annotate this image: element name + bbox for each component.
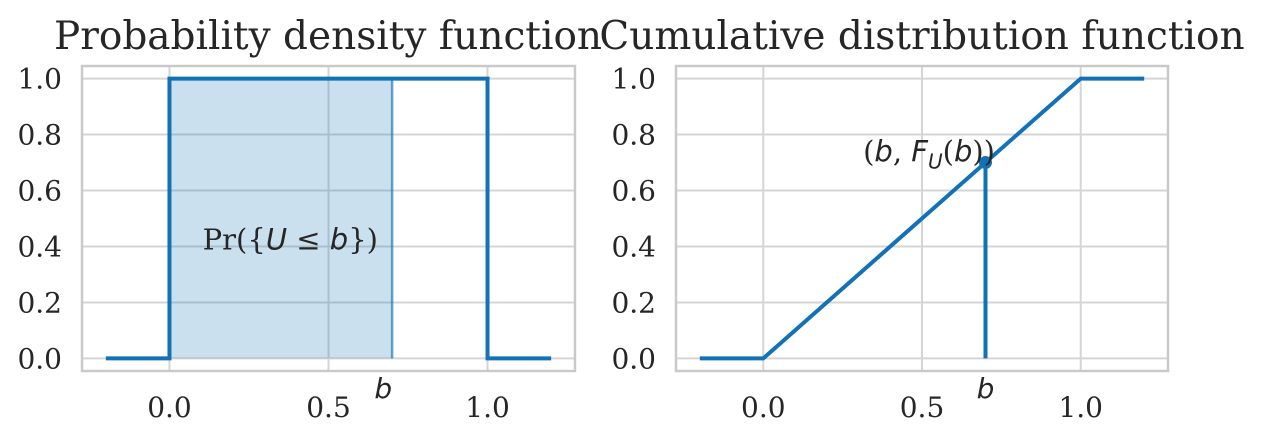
x-tick-label: 0.5 <box>900 391 945 424</box>
x-tick-label: 0.5 <box>306 391 351 424</box>
annotation-segment: ( <box>943 134 954 168</box>
axes-spines <box>674 64 1170 373</box>
annotation-segment: U <box>266 222 287 256</box>
x-tick-label: 0.0 <box>147 391 192 424</box>
y-tick-label: 0.8 <box>17 119 62 152</box>
annotation-segment: b <box>954 134 972 168</box>
cdf-plot: 0.0 0.5 1.00.00.20.40.60.81.0(b, FU(b))b <box>611 63 1170 424</box>
b-label: b <box>374 372 392 405</box>
annotation-segment: b <box>874 134 892 168</box>
cdf-line <box>699 76 1145 361</box>
annotation-segment: )) <box>972 134 995 168</box>
y-tick-label: 1.0 <box>17 63 62 96</box>
x-tick-label: 1.0 <box>1058 391 1103 424</box>
x-tick-label: 0.0 <box>741 391 786 424</box>
axes-spines <box>80 64 577 373</box>
y-tick-label: 0.8 <box>611 119 656 152</box>
y-tick-label: 0.2 <box>17 286 62 319</box>
y-tick-label: 1.0 <box>611 63 656 96</box>
annotation-segment: , <box>893 134 911 168</box>
y-tick-label: 0.0 <box>17 342 62 375</box>
pdf-plot: 0.0 0.5 1.00.00.20.40.60.81.0Pr({U ≤ b})b <box>17 63 577 424</box>
pdf-plot-title: Probability density function <box>53 14 603 59</box>
b-label: b <box>977 372 995 405</box>
y-tick-label: 0.6 <box>611 175 656 208</box>
annotation-segment: ≤ <box>287 222 330 256</box>
annotation-segment: Pr({ <box>203 222 266 256</box>
shaded-region <box>169 78 393 359</box>
y-tick-label: 0.4 <box>17 230 62 263</box>
y-tick-label: 0.2 <box>611 286 656 319</box>
annotation-segment: ( <box>863 134 874 168</box>
annotation-segment: }) <box>348 222 378 256</box>
probability-label: Pr({U ≤ b}) <box>203 222 378 256</box>
annotation-segment: F <box>911 134 929 168</box>
x-tick-label: 1.0 <box>465 391 510 424</box>
y-tick-label: 0.4 <box>611 230 656 263</box>
point-label: (b, FU(b)) <box>863 134 995 173</box>
annotation-segment: b <box>330 222 348 256</box>
marker-dot <box>978 156 992 170</box>
annotation-segment: U <box>928 149 943 173</box>
y-tick-label: 0.0 <box>611 342 656 375</box>
cdf-plot-title: Cumulative distribution function <box>599 14 1245 59</box>
y-tick-label: 0.6 <box>17 175 62 208</box>
pdf-line <box>105 76 552 361</box>
